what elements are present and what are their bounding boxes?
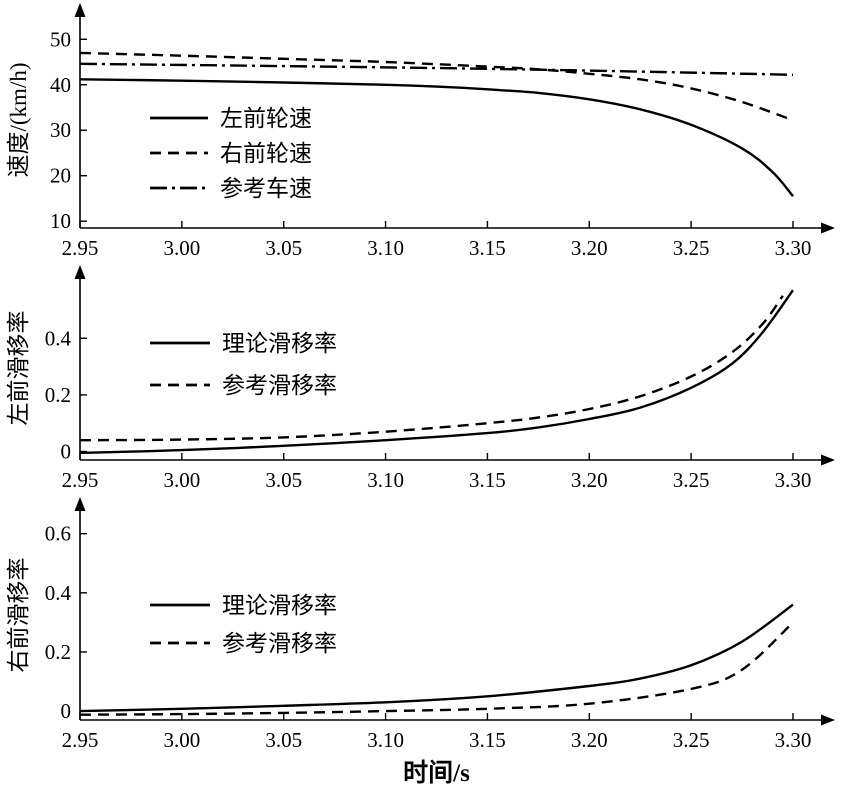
x-tick-label: 3.30 [775,236,812,260]
x-axis-title: 时间/s [403,760,470,787]
legend-label: 右前轮速 [220,141,312,166]
speed-chart: 2.95 3.00 3.05 3.10 3.15 3.20 3.25 3.30 10 20 30 40… [0,0,841,262]
x-axis-arrow-icon [821,714,835,726]
x-tick-label: 3.15 [469,236,506,260]
x-tick-label: 2.95 [62,468,99,492]
y-tick-label: 0 [61,440,72,464]
series-line-dashed [79,621,794,716]
series-line-dashdot [79,62,794,76]
y-axis-title: 右前滑移率 [6,558,31,673]
axes [79,14,824,229]
x-tick-label: 3.10 [367,468,404,492]
x-tick-label: 3.25 [673,468,710,492]
x-tick-label: 3.15 [469,468,506,492]
x-tick-label: 3.05 [265,236,302,260]
y-axis-arrow-icon [74,3,86,17]
y-tick-label: 10 [50,209,71,233]
y-tick-label: 0.4 [45,581,72,605]
speed-chart-canvas: 2.95 3.00 3.05 3.10 3.15 3.20 3.25 3.30 10 20 30 40… [6,3,835,260]
series-line-solid [79,603,794,713]
axes [79,276,824,461]
x-tick-label: 2.95 [62,728,99,752]
y-tick-label: 50 [50,27,71,51]
right-front-slip-chart: 2.95 3.00 3.05 3.10 3.15 3.20 3.25 3.30 0 0.2 0.4 0… [0,494,841,754]
legend-label: 参考滑移率 [222,631,337,656]
x-tick-label: 3.20 [571,236,608,260]
y-tick-label: 0.4 [45,326,72,350]
x-tick-label: 3.25 [673,728,710,752]
series-line-dashed [79,295,784,442]
y-tick-label: 0 [61,699,72,723]
y-tick-label: 0.6 [45,522,71,546]
x-tick-label: 3.10 [367,236,404,260]
y-tick-label: 20 [50,164,71,188]
x-tick-label: 3.05 [265,728,302,752]
x-tick-label: 3.25 [673,236,710,260]
x-tick-label: 3.00 [163,728,200,752]
series-line-solid [79,289,794,455]
left-front-slip-chart-canvas: 2.95 3.00 3.05 3.10 3.15 3.20 3.25 3.30 0 0.2 0.4 左… [6,265,835,492]
x-tick-label: 3.10 [367,728,404,752]
legend-label: 理论滑移率 [222,331,337,356]
legend-label: 理论滑移率 [222,593,337,618]
axes [79,508,824,721]
right-front-slip-chart-canvas: 2.95 3.00 3.05 3.10 3.15 3.20 3.25 3.30 0 0.2 0.4 0… [6,497,835,752]
y-axis-arrow-icon [74,265,86,279]
x-tick-label: 3.20 [571,468,608,492]
y-tick-label: 0.2 [45,383,71,407]
series-line-solid [79,78,794,197]
left-front-slip-chart: 2.95 3.00 3.05 3.10 3.15 3.20 3.25 3.30 0 0.2 0.4 左… [0,262,841,494]
x-tick-label: 3.00 [163,468,200,492]
x-tick-label: 3.15 [469,728,506,752]
y-tick-label: 40 [50,73,71,97]
legend-label: 参考滑移率 [222,373,337,398]
series-line-dashed [79,51,794,122]
x-axis-arrow-icon [821,222,835,234]
x-tick-label: 3.05 [265,468,302,492]
x-tick-label: 3.20 [571,728,608,752]
y-axis-arrow-icon [74,497,86,511]
legend-label: 参考车速 [220,176,312,201]
y-axis-title: 速度/(km/h) [6,63,31,178]
x-tick-label: 2.95 [62,236,99,260]
x-tick-label: 3.30 [775,728,812,752]
y-tick-label: 30 [50,118,71,142]
y-axis-title: 左前滑移率 [6,311,31,426]
legend-label: 左前轮速 [220,106,312,131]
y-tick-label: 0.2 [45,640,71,664]
x-axis-arrow-icon [821,454,835,466]
x-tick-label: 3.30 [775,468,812,492]
x-tick-label: 3.00 [163,236,200,260]
